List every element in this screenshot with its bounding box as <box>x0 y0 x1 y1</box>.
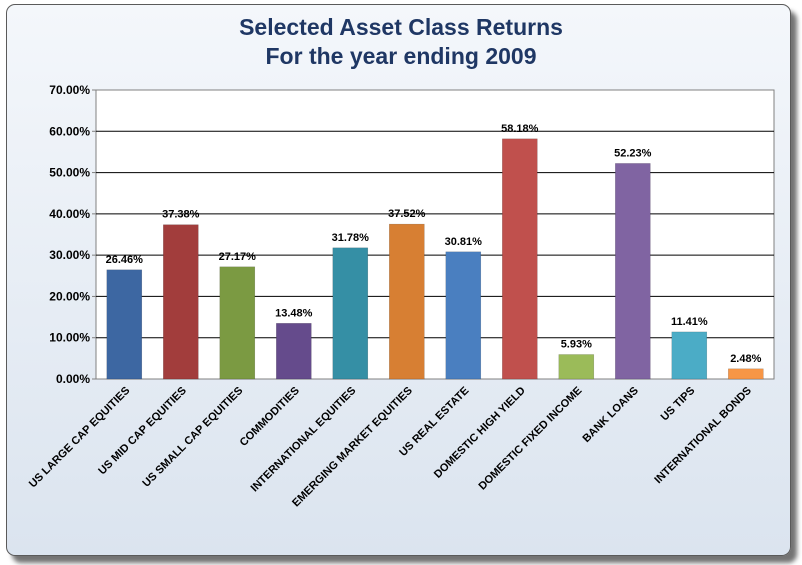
x-tick-label: INTERNATIONAL BONDS <box>652 385 754 487</box>
bars <box>106 138 764 380</box>
chart-title-line-1: Selected Asset Class Returns <box>239 14 563 40</box>
data-label: 37.38% <box>162 209 200 221</box>
data-label: 58.18% <box>501 123 539 135</box>
gridlines <box>96 130 774 339</box>
data-label: 30.81% <box>445 236 483 248</box>
bar <box>615 163 651 380</box>
y-tick-label: 70.00% <box>49 83 90 97</box>
plot-area <box>95 89 775 380</box>
bar <box>728 368 764 380</box>
x-tick-label: EMERGING MARKET EQUITIES <box>290 385 415 510</box>
x-tick-label: DOMESTIC FIXED INCOME <box>477 385 585 493</box>
bar <box>445 251 482 380</box>
y-tick-label: 30.00% <box>49 248 90 262</box>
bar <box>502 138 538 380</box>
y-tick-label: 60.00% <box>49 124 90 138</box>
bar <box>389 223 425 380</box>
data-label: 52.23% <box>614 147 652 159</box>
bar <box>163 224 199 380</box>
data-label: 37.52% <box>388 208 426 220</box>
chart-title-line-2: For the year ending 2009 <box>266 43 537 69</box>
y-tick-label: 50.00% <box>49 166 90 180</box>
y-axis-ticks: 0.00% 10.00% 20.00% 30.00% 40.00% 50.00% 60.00… <box>49 83 96 386</box>
x-tick-label: BANK LOANS <box>581 385 641 445</box>
y-tick-label: 40.00% <box>49 207 90 221</box>
data-label: 27.17% <box>219 251 257 263</box>
bar <box>558 354 595 380</box>
x-tick-label: US TIPS <box>659 385 698 424</box>
bar <box>671 331 708 380</box>
bar <box>106 269 143 380</box>
y-tick-label: 10.00% <box>49 331 90 345</box>
data-label: 13.48% <box>275 307 313 319</box>
y-tick-label: 20.00% <box>49 289 90 303</box>
bar <box>219 266 256 380</box>
x-tick-label: US SMALL CAP EQUITIES <box>140 385 245 490</box>
data-labels: 26.46% 37.38% 27.17% 13.48% 31.78% 37.52% 30.8… <box>106 123 762 365</box>
data-label: 26.46% <box>106 254 144 266</box>
data-label: 11.41% <box>671 316 708 328</box>
data-label: 2.48% <box>730 353 761 365</box>
x-tick-label: DOMESTIC HIGH YIELD <box>432 385 528 481</box>
data-label: 5.93% <box>561 339 592 351</box>
x-tick-label: COMMODITIES <box>238 385 302 449</box>
y-tick-label: 0.00% <box>56 372 90 386</box>
x-tick-label: INTERNATIONAL EQUITIES <box>249 385 359 495</box>
bar-chart: Selected Asset Class Returns For the yea… <box>27 14 775 510</box>
x-tick-label: US LARGE CAP EQUITIES <box>27 385 133 491</box>
bar <box>276 323 312 380</box>
bar <box>332 247 369 380</box>
data-label: 31.78% <box>332 232 370 244</box>
chart-frame: Selected Asset Class Returns For the yea… <box>6 4 791 556</box>
